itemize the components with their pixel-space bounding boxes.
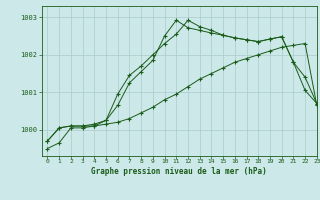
X-axis label: Graphe pression niveau de la mer (hPa): Graphe pression niveau de la mer (hPa) (91, 167, 267, 176)
